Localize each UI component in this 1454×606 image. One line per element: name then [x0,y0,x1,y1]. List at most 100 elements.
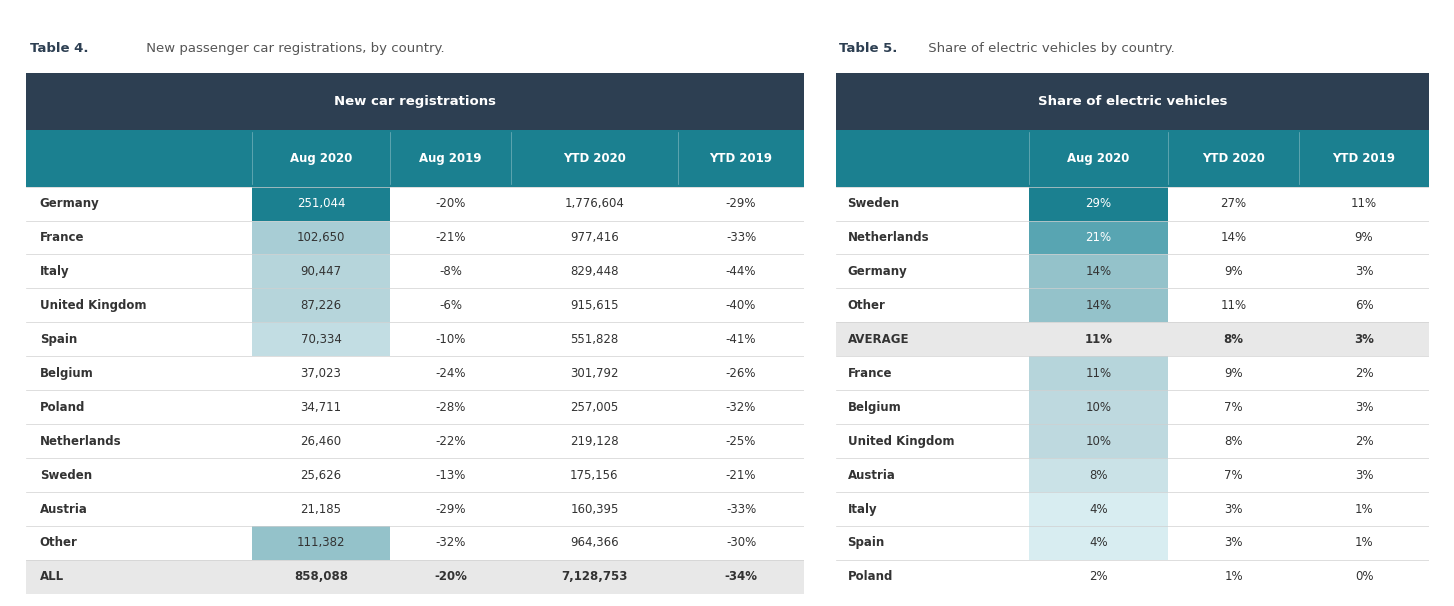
Text: Poland: Poland [39,401,86,414]
Text: 6%: 6% [1355,299,1374,312]
Text: Other: Other [848,299,885,312]
Text: -6%: -6% [439,299,462,312]
Text: YTD 2020: YTD 2020 [563,152,625,165]
Text: Aug 2019: Aug 2019 [419,152,481,165]
Text: -33%: -33% [726,502,756,516]
Text: 11%: 11% [1220,299,1246,312]
Text: 4%: 4% [1089,502,1108,516]
Text: 4%: 4% [1089,536,1108,550]
Text: 3%: 3% [1355,401,1373,414]
Bar [1029,322,1168,356]
Text: 0%: 0% [1355,570,1373,584]
Text: 858,088: 858,088 [294,570,348,584]
Text: United Kingdom: United Kingdom [848,435,954,448]
Text: Spain: Spain [39,333,77,346]
Text: 251,044: 251,044 [297,197,345,210]
Text: YTD 2020: YTD 2020 [1202,152,1265,165]
Text: 102,650: 102,650 [297,231,345,244]
Bar [252,187,390,221]
Text: -21%: -21% [435,231,465,244]
Text: 551,828: 551,828 [570,333,618,346]
Bar [252,255,390,288]
Text: ALL: ALL [39,570,64,584]
Text: -32%: -32% [435,536,465,550]
Text: 11%: 11% [1351,197,1377,210]
Text: -32%: -32% [726,401,756,414]
Text: 14%: 14% [1086,265,1112,278]
Text: Poland: Poland [848,570,893,584]
Text: 7,128,753: 7,128,753 [561,570,628,584]
Text: Belgium: Belgium [39,367,93,380]
Text: 90,447: 90,447 [301,265,342,278]
Text: -20%: -20% [435,197,465,210]
Text: 14%: 14% [1220,231,1246,244]
Text: -40%: -40% [726,299,756,312]
Text: 1%: 1% [1224,570,1243,584]
Text: 10%: 10% [1086,401,1111,414]
Text: Germany: Germany [39,197,99,210]
Text: AVERAGE: AVERAGE [848,333,909,346]
Text: -34%: -34% [724,570,758,584]
Bar [1029,255,1168,288]
Bar [26,130,252,187]
Bar [252,288,390,322]
Text: 111,382: 111,382 [297,536,345,550]
Text: 9%: 9% [1224,265,1243,278]
Text: New passenger car registrations, by country.: New passenger car registrations, by coun… [142,42,445,55]
Text: Austria: Austria [848,468,896,482]
Text: -25%: -25% [726,435,756,448]
Text: -28%: -28% [435,401,465,414]
Text: Share of electric vehicles: Share of electric vehicles [1038,95,1227,108]
Text: 10%: 10% [1086,435,1111,448]
Text: New car registrations: New car registrations [334,95,496,108]
Text: Table 5.: Table 5. [839,42,897,55]
Bar [678,130,804,187]
Text: 21,185: 21,185 [301,502,342,516]
Text: 7%: 7% [1224,401,1243,414]
Text: -26%: -26% [726,367,756,380]
Bar [1168,130,1298,187]
Text: 26,460: 26,460 [301,435,342,448]
Text: 2%: 2% [1355,435,1374,448]
Text: 219,128: 219,128 [570,435,619,448]
Bar [1029,130,1168,187]
Text: -13%: -13% [435,468,465,482]
Text: 34,711: 34,711 [301,401,342,414]
Text: Table 4.: Table 4. [31,42,89,55]
Text: Sweden: Sweden [39,468,92,482]
Text: -20%: -20% [435,570,467,584]
Text: 21%: 21% [1086,231,1112,244]
Text: Germany: Germany [848,265,907,278]
Bar [252,526,390,560]
Text: 1%: 1% [1355,502,1374,516]
Text: 37,023: 37,023 [301,367,342,380]
Text: 175,156: 175,156 [570,468,618,482]
Bar [510,130,678,187]
Text: 29%: 29% [1086,197,1112,210]
Text: -29%: -29% [726,197,756,210]
Text: 257,005: 257,005 [570,401,618,414]
Text: 27%: 27% [1220,197,1246,210]
Text: -30%: -30% [726,536,756,550]
Text: Spain: Spain [848,536,885,550]
Text: 7%: 7% [1224,468,1243,482]
Text: -8%: -8% [439,265,462,278]
Text: 70,334: 70,334 [301,333,342,346]
Text: 160,395: 160,395 [570,502,618,516]
Text: Share of electric vehicles by country.: Share of electric vehicles by country. [925,42,1175,55]
Text: Netherlands: Netherlands [39,435,121,448]
Bar [1029,221,1168,255]
Text: 829,448: 829,448 [570,265,618,278]
Bar [1298,130,1429,187]
Text: 11%: 11% [1085,333,1112,346]
Text: France: France [848,367,893,380]
Text: 2%: 2% [1355,367,1374,380]
Text: 8%: 8% [1089,468,1108,482]
Text: Aug 2020: Aug 2020 [289,152,352,165]
Bar [1029,390,1168,424]
Text: -22%: -22% [435,435,465,448]
Text: 11%: 11% [1086,367,1112,380]
Text: 8%: 8% [1224,435,1243,448]
Text: United Kingdom: United Kingdom [39,299,147,312]
Text: -33%: -33% [726,231,756,244]
